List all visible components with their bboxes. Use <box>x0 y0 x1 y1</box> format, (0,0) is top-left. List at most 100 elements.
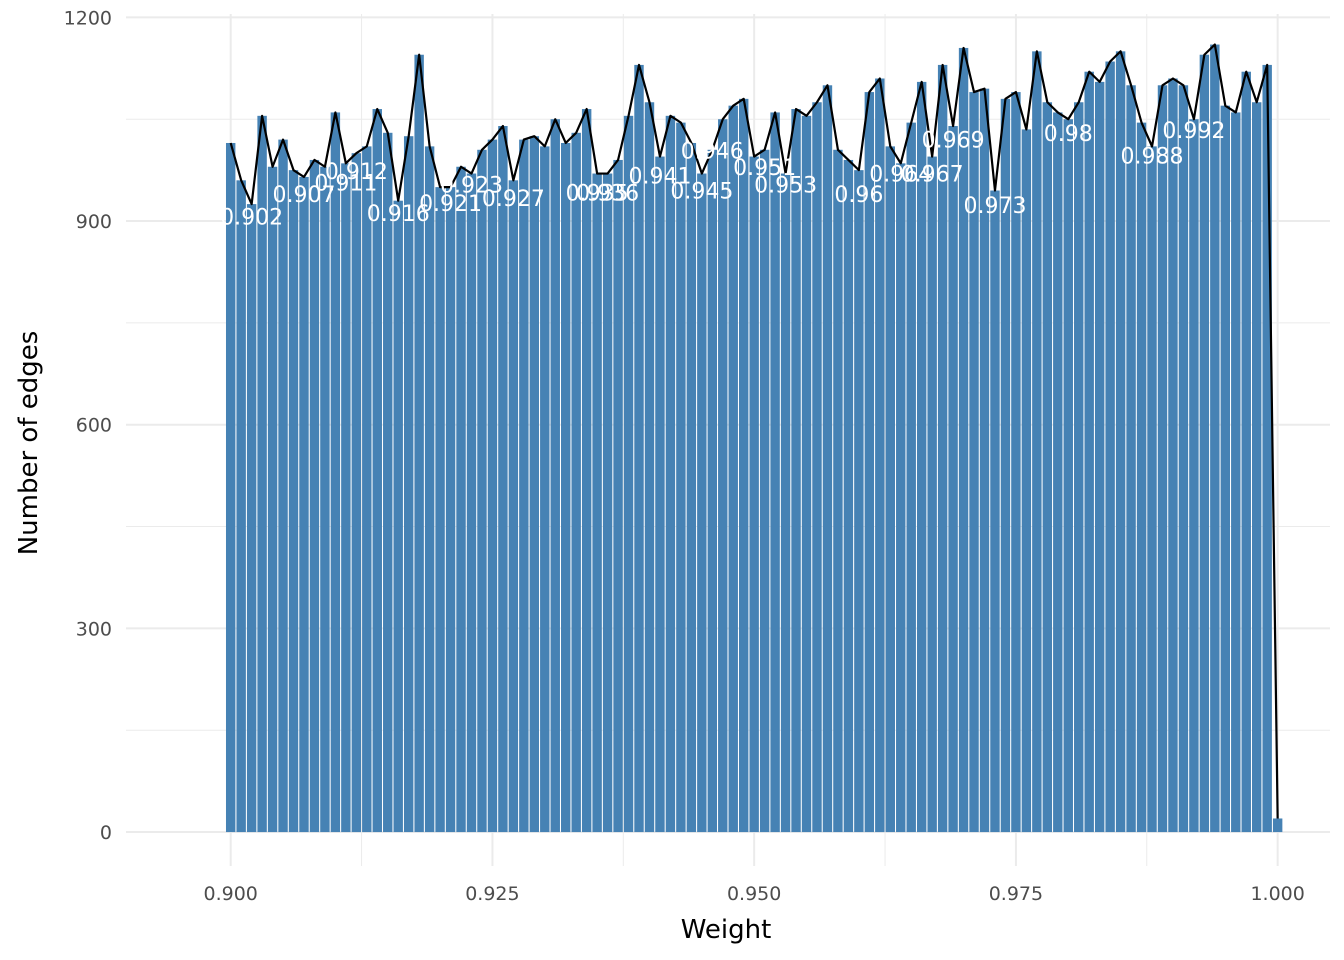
bar <box>644 102 655 833</box>
bar <box>414 54 424 833</box>
bar <box>487 139 498 833</box>
data-label: 0.923 <box>440 174 503 199</box>
bar <box>864 92 875 833</box>
data-label: 0.946 <box>681 140 744 165</box>
bar <box>686 142 697 833</box>
bar <box>456 166 466 833</box>
bar <box>1011 92 1021 833</box>
bar <box>948 126 958 833</box>
bar <box>655 156 665 833</box>
data-label: 0.921 <box>419 192 482 217</box>
bar <box>843 159 854 833</box>
bar <box>1126 85 1136 833</box>
bar <box>602 173 613 833</box>
bar <box>979 88 990 833</box>
bar <box>613 159 623 833</box>
bar <box>257 115 267 833</box>
bar <box>571 132 581 833</box>
bar <box>1105 61 1115 833</box>
bar <box>875 78 885 833</box>
bar <box>718 119 728 833</box>
bar <box>1272 818 1283 833</box>
bar <box>225 142 236 833</box>
data-label: 0.96 <box>834 183 883 208</box>
bar <box>445 187 456 833</box>
bar <box>508 180 519 833</box>
bar <box>1000 98 1011 833</box>
bar <box>362 146 372 833</box>
bar <box>341 163 351 833</box>
bar <box>1231 112 1241 833</box>
bar <box>916 81 927 833</box>
bar <box>1094 81 1105 833</box>
data-label: 0.973 <box>963 194 1026 219</box>
bar <box>738 98 749 833</box>
data-label: 0.969 <box>922 129 985 154</box>
bar <box>676 122 686 833</box>
data-label: 0.916 <box>367 202 430 227</box>
bar <box>278 139 288 833</box>
data-label: 0.936 <box>576 182 639 207</box>
bar <box>561 142 571 833</box>
y-tick-label: 0 <box>100 822 112 844</box>
x-tick-label: 0.925 <box>465 883 519 905</box>
data-label: 0.953 <box>754 174 817 199</box>
bar <box>477 149 487 833</box>
bar <box>330 112 341 833</box>
y-tick-label: 300 <box>76 618 112 640</box>
data-label: 0.935 <box>566 182 629 207</box>
bar <box>1168 78 1178 833</box>
data-label: 0.945 <box>670 180 733 205</box>
bar <box>623 115 634 833</box>
bar <box>309 159 320 833</box>
bar <box>393 200 403 833</box>
bar <box>749 156 759 833</box>
bar <box>990 190 1000 833</box>
bar <box>320 166 330 833</box>
bar <box>236 180 246 833</box>
bar <box>246 204 257 833</box>
bar <box>1189 119 1199 833</box>
bar <box>435 187 445 833</box>
data-label: 0.992 <box>1162 119 1225 144</box>
bar <box>466 173 477 833</box>
bar <box>707 149 718 833</box>
bar <box>550 119 560 833</box>
bar <box>1115 51 1126 833</box>
data-label: 0.941 <box>628 165 691 190</box>
bar <box>1136 122 1147 833</box>
bar <box>1063 119 1073 833</box>
y-tick-label: 1200 <box>64 7 112 29</box>
data-label: 0.98 <box>1044 122 1093 147</box>
bar <box>1210 44 1220 833</box>
bar <box>267 166 278 833</box>
bar <box>697 173 707 833</box>
bar <box>351 153 362 833</box>
bar <box>1032 51 1042 833</box>
bar <box>498 126 508 833</box>
bar <box>780 173 791 833</box>
bar <box>1220 105 1231 833</box>
bar <box>424 146 435 833</box>
bar <box>812 102 822 833</box>
x-tick-label: 0.950 <box>727 883 781 905</box>
data-label: 0.927 <box>482 187 545 212</box>
bar <box>519 139 529 833</box>
y-tick-label: 600 <box>76 415 112 437</box>
bar <box>581 109 592 833</box>
bar <box>1157 85 1168 833</box>
bar <box>403 136 414 833</box>
bar <box>958 47 969 833</box>
bar <box>885 146 895 833</box>
bar <box>665 115 676 833</box>
bar <box>372 109 382 833</box>
bar <box>854 170 864 833</box>
bar <box>1262 64 1272 833</box>
bar <box>927 156 937 833</box>
x-tick-label: 1.000 <box>1250 883 1304 905</box>
data-label: 0.912 <box>325 160 388 185</box>
bar <box>937 64 948 833</box>
bar <box>1178 85 1189 833</box>
